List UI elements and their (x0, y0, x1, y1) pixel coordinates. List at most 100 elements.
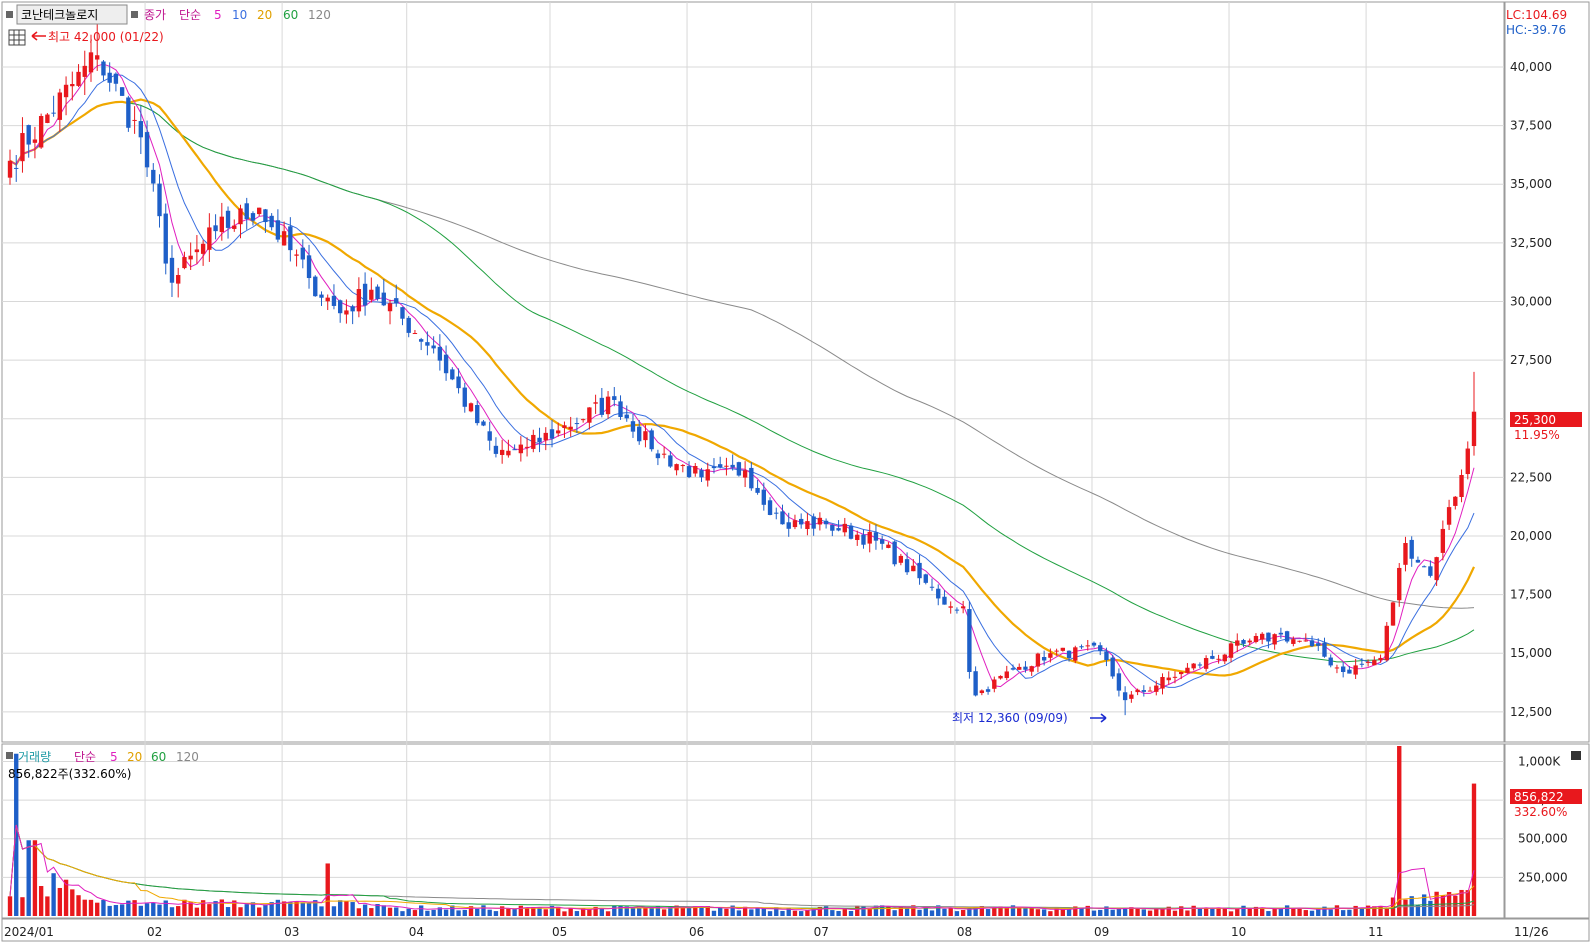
candle-body (356, 289, 362, 312)
hc-readout: HC:-39.76 (1506, 23, 1566, 37)
volume-bar (337, 900, 343, 916)
candle-body (468, 403, 474, 412)
volume-bar (929, 910, 935, 916)
candle-body (637, 426, 642, 442)
candle-body (574, 423, 580, 425)
volume-bar (780, 910, 785, 916)
candle-body (1384, 625, 1389, 661)
volume-bar (649, 907, 654, 916)
volume-bar (1471, 783, 1477, 916)
candle-body (998, 675, 1003, 679)
candle-body (294, 254, 299, 256)
candle-body (580, 419, 586, 421)
candle-body (1241, 640, 1246, 644)
volume-bar (549, 905, 555, 916)
candle-body (1091, 642, 1097, 646)
volume-bar (911, 905, 916, 916)
candle-body (518, 444, 524, 454)
volume-bar (605, 911, 611, 916)
candle-body (176, 275, 181, 284)
volume-bar (57, 887, 63, 916)
candle-body (257, 207, 262, 215)
candle-body (643, 431, 648, 441)
legend-price-label: 종가 (144, 8, 166, 22)
candle-body (624, 414, 629, 419)
candle-body (1129, 694, 1134, 699)
candle-body (668, 455, 673, 467)
table-icon[interactable] (8, 29, 26, 46)
volume-bar (512, 909, 517, 916)
candle-body (300, 247, 305, 260)
candle-body (830, 524, 835, 531)
candle-body (979, 690, 985, 694)
volume-bar (151, 902, 156, 916)
candle-body (718, 464, 723, 468)
price-panel-frame (1, 1, 1505, 743)
stock-name-button[interactable] (16, 4, 128, 25)
candle-body (275, 220, 281, 240)
volume-bar (942, 908, 947, 916)
candle-body (1085, 645, 1090, 647)
volume-bar (992, 907, 997, 916)
volume-ma5-line (9, 824, 1475, 911)
volume-bar (705, 906, 710, 916)
candle-body (1453, 496, 1458, 506)
volume-bar (718, 908, 723, 916)
date-axis-frame (1, 918, 1590, 942)
candle-body (967, 609, 972, 672)
volume-bar (904, 908, 910, 916)
candle-body (1328, 657, 1333, 666)
candle-body (1378, 657, 1383, 661)
candle-body (1079, 646, 1084, 648)
panel-menu-icon[interactable] (6, 11, 13, 18)
candle-body (38, 116, 44, 148)
legend-ma20: 20 (257, 8, 272, 22)
candle-body (1066, 650, 1072, 659)
candle-body (1459, 475, 1464, 498)
candle-body (95, 55, 100, 60)
candle-body (375, 286, 380, 299)
last-price-value: 25,300 (1514, 413, 1556, 427)
volume-bar (1328, 909, 1333, 916)
price-tick-label: 27,500 (1510, 353, 1552, 367)
price-axis-frame (1504, 1, 1590, 743)
candle-body (400, 307, 405, 319)
volume-bar (655, 906, 661, 916)
candle-body (437, 346, 443, 361)
volume-bar (668, 907, 673, 916)
volume-bar (711, 910, 717, 916)
legend-ma-type: 단순 (179, 8, 201, 22)
candle-body (1141, 690, 1147, 692)
volume-bar (325, 863, 330, 916)
volume-bar (169, 907, 175, 916)
volume-bar (1297, 908, 1302, 916)
candle-body (1216, 658, 1221, 660)
candle-body (387, 303, 393, 312)
candle-body (1303, 640, 1308, 642)
volume-bar (487, 909, 492, 916)
volume-moving-averages (9, 824, 1475, 911)
price-tick-label: 22,500 (1510, 470, 1552, 484)
candle-body (1222, 654, 1227, 662)
stock-name: 코난테크놀로지 (21, 8, 98, 22)
date-tick-label: 08 (957, 925, 972, 939)
candle-body (1403, 543, 1408, 565)
volume-bar (1421, 894, 1427, 916)
price-tick-label: 32,500 (1510, 236, 1552, 250)
volume-bar (1191, 905, 1196, 916)
candle-body (14, 167, 19, 169)
volume-bar (1309, 910, 1315, 916)
candle-body (406, 317, 411, 333)
candle-body (1309, 640, 1315, 647)
volume-menu-icon[interactable] (6, 752, 13, 759)
volume-bar (306, 902, 312, 916)
volume-panel-toggle-icon[interactable] (1571, 751, 1581, 760)
date-tick-label: 04 (409, 925, 424, 939)
candle-body (1471, 411, 1477, 447)
volume-bar (313, 900, 318, 916)
candle-body (138, 121, 144, 138)
candle-body (736, 462, 742, 476)
candle-body (954, 609, 960, 611)
candle-body (381, 292, 386, 306)
